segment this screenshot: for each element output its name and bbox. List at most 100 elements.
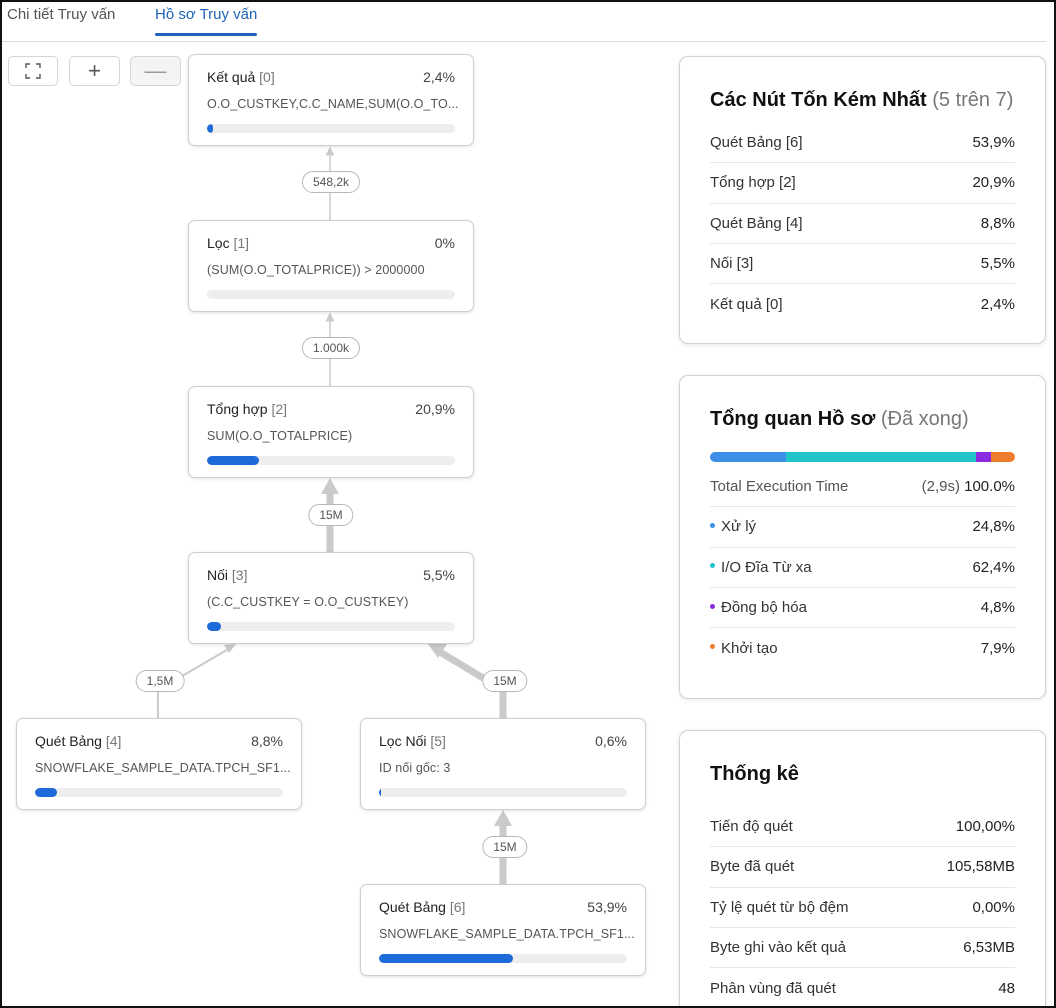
execution-segment-remote-io (785, 452, 976, 462)
node-table-scan-6[interactable]: Quét Bảng [6] 53,9% SNOWFLAKE_SAMPLE_DAT… (360, 884, 646, 976)
node-percent: 53,9% (587, 899, 627, 915)
panel-title-text: Tổng quan Hồ sơ (710, 408, 876, 430)
row-label: Nối [3] (710, 255, 754, 273)
node-join-3[interactable]: Nối [3] 5,5% (C.C_CUSTKEY = O.O_CUSTKEY) (188, 552, 474, 644)
node-aggregate-2[interactable]: Tổng hợp [2] 20,9% SUM(O.O_TOTALPRICE) (188, 386, 474, 478)
expensive-node-row[interactable]: Quét Bảng [4] 8,8% (710, 204, 1015, 244)
node-name: Lọc (207, 235, 230, 251)
node-name: Kết quả (207, 69, 256, 85)
node-progress-bar (207, 124, 455, 133)
fit-to-screen-button[interactable] (8, 56, 58, 86)
node-description: (C.C_CUSTKEY = O.O_CUSTKEY) (207, 595, 409, 609)
stat-row: Phân vùng đã quét 48 (710, 968, 1015, 1008)
row-label: I/O Đĩa Từ xa (721, 558, 812, 576)
node-table-scan-4[interactable]: Quét Bảng [4] 8,8% SNOWFLAKE_SAMPLE_DATA… (16, 718, 302, 810)
node-progress-bar (207, 622, 455, 631)
zoom-in-button[interactable]: + (69, 56, 120, 86)
row-value: 2,4% (980, 295, 1015, 313)
panel-subtitle: (5 trên 7) (932, 89, 1014, 111)
legend-dot-icon (710, 563, 715, 569)
row-value: 53,9% (972, 134, 1015, 152)
row-value: 5,5% (980, 255, 1015, 273)
node-description: ID nối gốc: 3 (379, 761, 451, 775)
stat-value: 0,00% (972, 898, 1015, 916)
zoom-out-button[interactable]: — (130, 56, 181, 86)
row-label: Tổng hợp [2] (710, 174, 796, 192)
node-description: O.O_CUSTKEY,C.C_NAME,SUM(O.O_TO... (207, 97, 459, 111)
execution-breakdown-list: Total Execution Time (2,9s) 100.0% Xử lý… (710, 467, 1015, 668)
row-value: 20,9% (972, 174, 1015, 192)
most-expensive-nodes-panel: Các Nút Tốn Kém Nhất (5 trên 7) Quét Bản… (679, 56, 1046, 344)
stat-row: Tỷ lệ quét từ bộ đệm 0,00% (710, 888, 1015, 928)
statistics-panel: Thống kê Tiến độ quét 100,00% Byte đã qué… (679, 730, 1046, 1008)
execution-segment-processing (710, 452, 786, 462)
node-index: [5] (430, 733, 446, 749)
node-progress-bar (207, 290, 455, 299)
edge-5-3-arrow (428, 644, 447, 658)
stat-row: Byte ghi vào kết quả 6,53MB (710, 928, 1015, 969)
row-label: Quét Bảng [4] (710, 214, 803, 232)
node-result-0[interactable]: Kết quả [0] 2,4% O.O_CUSTKEY,C.C_NAME,SU… (188, 54, 474, 146)
legend-dot-icon (710, 644, 715, 650)
breakdown-row-init[interactable]: Khởi tạo 7,9% (710, 628, 1015, 668)
expensive-node-row[interactable]: Kết quả [0] 2,4% (710, 284, 1015, 324)
stat-label: Tỷ lệ quét từ bộ đệm (710, 898, 849, 916)
node-description: SUM(O.O_TOTALPRICE) (207, 429, 353, 443)
row-value: 7,9% (980, 639, 1015, 657)
node-progress-bar (379, 954, 627, 963)
row-label: Kết quả [0] (710, 295, 783, 313)
legend-dot-icon (710, 603, 715, 609)
execution-segment-init (990, 452, 1015, 462)
node-percent: 20,9% (415, 401, 455, 417)
node-progress-bar (379, 788, 627, 797)
node-join-filter-5[interactable]: Lọc Nối [5] 0,6% ID nối gốc: 3 (360, 718, 646, 810)
stat-value: 105,58MB (946, 858, 1015, 876)
node-percent: 0% (434, 235, 455, 251)
expensive-node-row[interactable]: Nối [3] 5,5% (710, 244, 1015, 285)
stat-label: Tiến độ quét (710, 818, 793, 836)
edge-label-2-1: 1.000k (301, 337, 361, 359)
edge-label-5-3: 15M (482, 670, 528, 692)
node-progress-fill (379, 788, 382, 797)
node-progress-fill (207, 456, 259, 465)
tab-bar: Chi tiết Truy vấn Hồ sơ Truy vấn (0, 0, 1046, 42)
node-index: [0] (259, 69, 275, 85)
node-description: SNOWFLAKE_SAMPLE_DATA.TPCH_SF1... (35, 761, 291, 775)
stat-label: Phân vùng đã quét (710, 979, 836, 997)
node-index: [2] (271, 401, 288, 417)
statistics-list: Tiến độ quét 100,00% Byte đã quét 105,58MB… (710, 807, 1015, 1008)
node-name: Quét Bảng (35, 733, 102, 749)
panel-title: Tổng quan Hồ sơ (Đã xong) (710, 408, 969, 431)
edge-label-3-2: 15M (308, 504, 354, 526)
node-index: [6] (449, 899, 466, 915)
tab-query-profile[interactable]: Hồ sơ Truy vấn (155, 6, 258, 36)
row-value: 62,4% (972, 558, 1015, 576)
node-filter-1[interactable]: Lọc [1] 0% (SUM(O.O_TOTALPRICE)) > 20000… (188, 220, 474, 312)
stat-row: Byte đã quét 105,58MB (710, 847, 1015, 888)
node-percent: 2,4% (423, 69, 455, 85)
breakdown-row-processing[interactable]: Xử lý 24,8% (710, 507, 1015, 548)
node-percent: 8,8% (251, 733, 283, 749)
breakdown-row-remote-io[interactable]: I/O Đĩa Từ xa 62,4% (710, 548, 1015, 588)
stat-value: 100,00% (955, 818, 1015, 836)
total-execution-row: Total Execution Time (2,9s) 100.0% (710, 467, 1015, 508)
node-index: [1] (233, 235, 250, 251)
row-label: Xử lý (721, 518, 757, 536)
tab-query-details[interactable]: Chi tiết Truy vấn (7, 6, 116, 23)
node-percent: 0,6% (595, 733, 627, 749)
stat-label: Byte ghi vào kết quả (710, 939, 846, 957)
expensive-node-row[interactable]: Quét Bảng [6] 53,9% (710, 123, 1015, 164)
fit-to-screen-icon (25, 63, 41, 79)
node-description: SNOWFLAKE_SAMPLE_DATA.TPCH_SF1... (379, 927, 635, 941)
total-execution-value: 100.0% (964, 478, 1015, 496)
total-execution-time: (2,9s) (921, 478, 960, 496)
node-name: Quét Bảng (379, 899, 446, 915)
panel-title: Các Nút Tốn Kém Nhất (5 trên 7) (710, 89, 1013, 112)
edge-6-5-arrow (494, 810, 512, 826)
breakdown-row-sync[interactable]: Đồng bộ hóa 4,8% (710, 588, 1015, 629)
node-progress-fill (207, 124, 213, 133)
expensive-node-row[interactable]: Tổng hợp [2] 20,9% (710, 163, 1015, 204)
node-progress-bar (207, 456, 455, 465)
stat-label: Byte đã quét (710, 858, 795, 876)
stat-value: 48 (998, 979, 1015, 997)
